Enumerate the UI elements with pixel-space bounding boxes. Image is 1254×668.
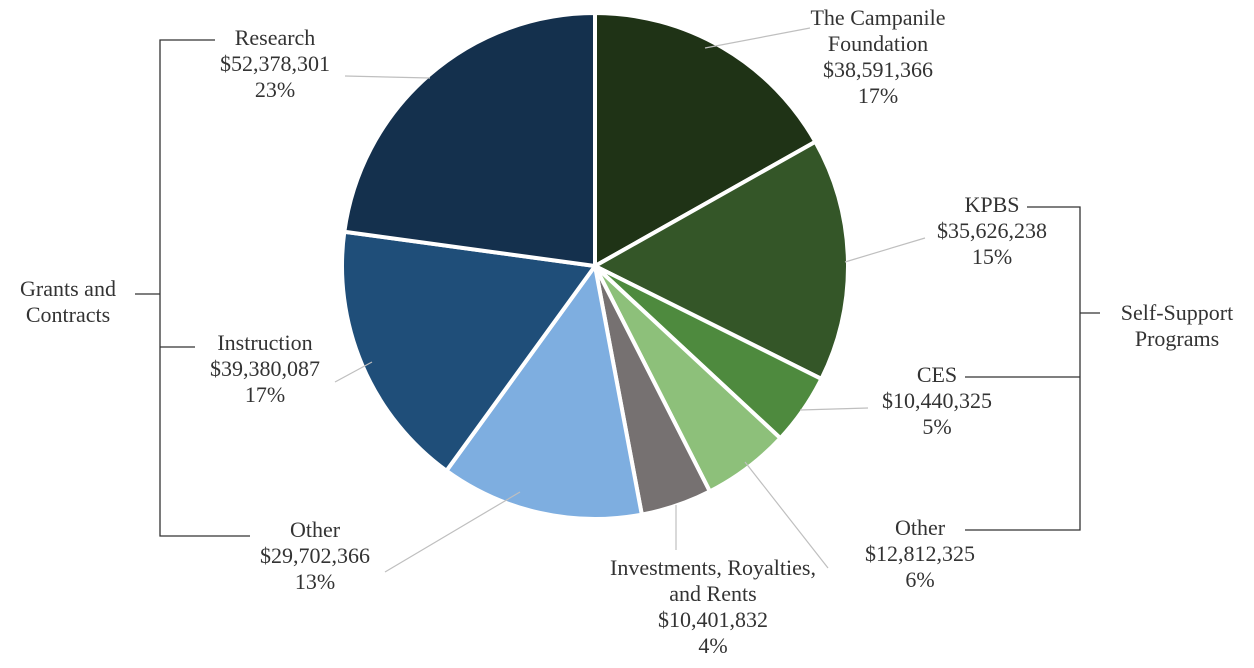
- leader-line: [744, 461, 829, 569]
- leader-line: [799, 407, 869, 411]
- leader-line: [334, 361, 373, 383]
- slice-label: Research $52,378,301 23%: [195, 25, 355, 103]
- category-label: CES: [916, 362, 958, 387]
- slice-label: CES $10,440,325 5%: [857, 362, 1017, 440]
- group-label: Grants and Contracts: [20, 276, 116, 327]
- value-label: $35,626,238: [937, 218, 1047, 243]
- category-label: The Campanile Foundation: [810, 5, 946, 56]
- value-label: $39,380,087: [210, 356, 320, 381]
- pie-slice: [444, 264, 644, 521]
- category-label: Instruction: [217, 330, 313, 355]
- slice-label: Other $29,702,366 13%: [235, 517, 395, 595]
- percent-label: 13%: [294, 569, 336, 594]
- percent-label: 6%: [905, 567, 935, 592]
- value-label: $12,812,325: [865, 541, 975, 566]
- percent-label: 15%: [971, 244, 1013, 269]
- slice-label: The Campanile Foundation $38,591,366 17%: [778, 5, 978, 109]
- group-label: Self-Support Programs: [1120, 300, 1234, 351]
- percent-label: 4%: [698, 633, 728, 658]
- percent-label: 23%: [254, 77, 296, 102]
- slice-label: KPBS $35,626,238 15%: [912, 192, 1072, 270]
- percent-label: 17%: [244, 382, 286, 407]
- leader-line: [704, 27, 811, 49]
- group-brackets: [135, 39, 1100, 537]
- category-label: Investments, Royalties, and Rents: [610, 555, 816, 606]
- percent-label: 17%: [857, 83, 899, 108]
- pie-slice: [340, 229, 597, 473]
- value-label: $10,401,832: [658, 607, 768, 632]
- category-label: Other: [289, 517, 341, 542]
- category-label: Other: [894, 515, 946, 540]
- value-label: $52,378,301: [220, 51, 330, 76]
- pie-slice: [342, 11, 597, 268]
- slice-label: Instruction $39,380,087 17%: [180, 330, 350, 408]
- leader-line: [344, 75, 431, 79]
- category-label: KPBS: [964, 192, 1020, 217]
- slice-label: Investments, Royalties, and Rents $10,401…: [593, 555, 833, 659]
- leader-line: [384, 491, 521, 573]
- right-bracket: [965, 206, 1100, 531]
- value-label: $10,440,325: [882, 388, 992, 413]
- value-label: $29,702,366: [260, 543, 370, 568]
- leader-line: [844, 237, 926, 263]
- value-label: $38,591,366: [823, 57, 933, 82]
- percent-label: 5%: [922, 414, 952, 439]
- category-label: Research: [234, 25, 316, 50]
- left-bracket: [135, 39, 250, 537]
- pie-slice: [593, 139, 850, 381]
- pie-slice: [593, 11, 818, 268]
- slice-label: Other $12,812,325 6%: [840, 515, 1000, 593]
